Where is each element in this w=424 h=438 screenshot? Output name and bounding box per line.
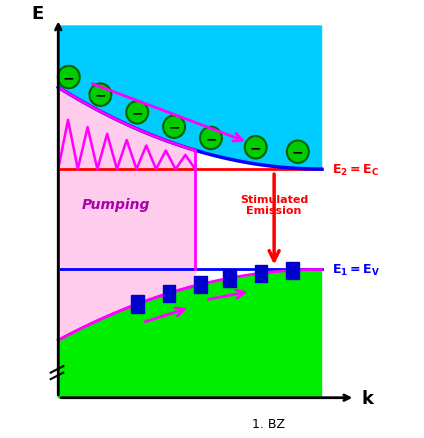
Circle shape	[126, 102, 148, 124]
Polygon shape	[58, 88, 195, 340]
Bar	[162, 285, 175, 302]
Text: −: −	[205, 132, 217, 145]
Text: 1. BZ: 1. BZ	[252, 417, 285, 430]
Circle shape	[58, 67, 80, 89]
Circle shape	[163, 116, 185, 139]
Bar	[223, 270, 236, 287]
Bar	[131, 296, 144, 313]
Bar	[286, 262, 299, 279]
Text: Stimulated
Emission: Stimulated Emission	[240, 194, 308, 216]
Text: −: −	[168, 120, 180, 134]
Bar	[255, 265, 267, 282]
Polygon shape	[58, 270, 321, 398]
Text: Pumping: Pumping	[82, 198, 151, 212]
Text: −: −	[250, 141, 262, 155]
Circle shape	[89, 84, 112, 107]
Text: −: −	[63, 71, 75, 85]
Text: −: −	[95, 88, 106, 102]
Circle shape	[245, 137, 267, 159]
Bar	[194, 276, 207, 293]
Text: −: −	[292, 145, 304, 159]
Text: E: E	[31, 5, 43, 23]
Text: k: k	[362, 389, 374, 407]
Circle shape	[287, 141, 309, 163]
Text: −: −	[131, 106, 143, 120]
Text: $\mathbf{E_2 = E_C}$: $\mathbf{E_2 = E_C}$	[332, 162, 379, 177]
Circle shape	[200, 127, 222, 150]
Text: $\mathbf{E_1 = E_V}$: $\mathbf{E_1 = E_V}$	[332, 262, 380, 277]
Polygon shape	[58, 27, 321, 170]
